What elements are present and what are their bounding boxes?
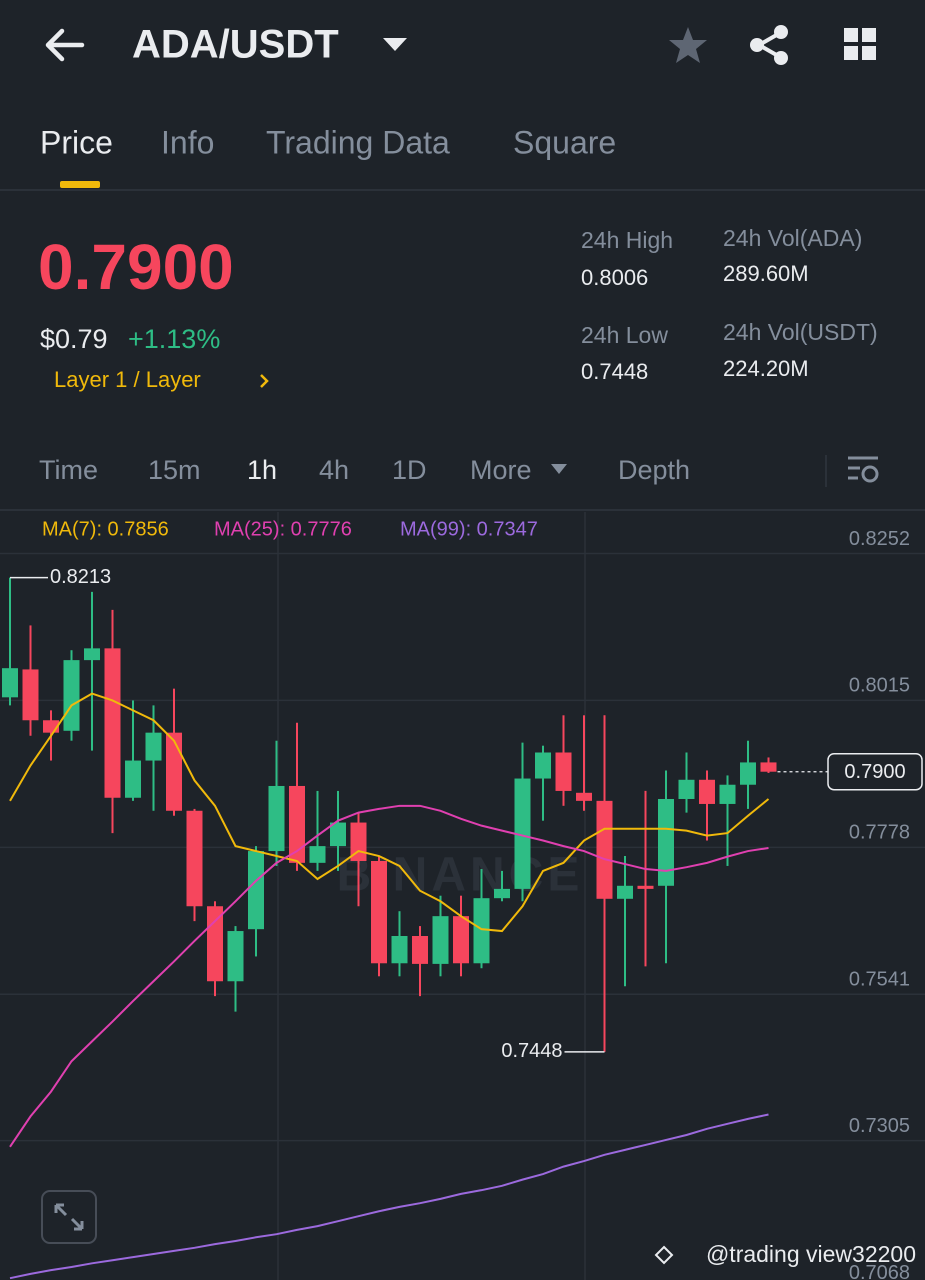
candle-body <box>719 784 736 804</box>
tab[interactable]: Trading Data <box>266 124 450 160</box>
back-button[interactable] <box>45 28 85 62</box>
candle-body <box>125 760 141 798</box>
interval[interactable]: More <box>470 455 532 485</box>
fullscreen-button[interactable] <box>41 1190 97 1244</box>
usd-price: $0.79 <box>40 324 108 354</box>
price-change: +1.13% <box>128 324 220 354</box>
grid-icon[interactable] <box>844 28 876 60</box>
last-price-box <box>827 752 923 791</box>
tab-indicator <box>60 181 100 188</box>
candle-body <box>760 762 777 772</box>
candle-body <box>494 888 510 899</box>
stat-value: 224.20M <box>723 356 809 381</box>
candle-body <box>453 916 469 964</box>
candle-body <box>268 785 285 852</box>
last-price: 0.7900 <box>38 231 234 303</box>
chart: 0.8213 0.7448 <box>0 552 925 1280</box>
candle-body <box>596 800 613 899</box>
pair-dropdown[interactable] <box>383 38 407 51</box>
candle-body <box>473 898 490 964</box>
candle-body <box>658 798 674 886</box>
candle-body <box>555 752 572 791</box>
candle-body <box>22 669 39 721</box>
y-tick-label: 0.7305 <box>849 1115 910 1137</box>
y-tick-label: 0.8252 <box>849 528 910 550</box>
footer-logo <box>654 1245 674 1265</box>
interval[interactable]: Depth <box>618 455 690 485</box>
interval[interactable]: 1h <box>247 455 277 485</box>
fullscreen-icon <box>54 1203 84 1231</box>
ma-line <box>9 692 770 933</box>
candle-body <box>145 732 162 761</box>
candle-body <box>617 885 633 899</box>
share-icon[interactable] <box>750 25 788 65</box>
candle-body <box>371 860 387 964</box>
legend-entry: MA(99): 0.7347 <box>400 518 538 540</box>
y-tick-label: 0.7541 <box>849 969 910 991</box>
candle-body <box>535 752 551 779</box>
candle-body <box>576 792 592 801</box>
stat-label: 24h Vol(USDT) <box>723 319 878 345</box>
stat-label: 24h High <box>581 227 673 253</box>
candle-body <box>227 931 244 982</box>
stat-value: 0.8006 <box>581 265 648 290</box>
candle-body <box>248 851 264 930</box>
candle-body <box>63 660 80 731</box>
favorite-icon[interactable] <box>669 27 707 63</box>
candle-body <box>678 779 695 799</box>
ma-line <box>9 1113 769 1280</box>
candle-body <box>637 885 654 889</box>
interval[interactable]: Time <box>39 455 98 485</box>
interval[interactable]: 1D <box>392 455 427 485</box>
last-price-label: 0.7900 <box>844 761 905 783</box>
ma-line <box>9 804 769 1148</box>
candle-body <box>289 785 305 863</box>
more-dropdown <box>551 464 567 474</box>
candle-body <box>104 648 121 798</box>
candle-body <box>2 668 18 698</box>
candle-body <box>391 935 408 964</box>
candle-body <box>207 906 223 982</box>
candle-body <box>330 822 346 847</box>
candle-body <box>412 935 428 964</box>
legend-entry: MA(7): 0.7856 <box>42 518 169 540</box>
chevron <box>260 374 269 388</box>
y-tick-label: 0.7778 <box>849 822 910 844</box>
category-tag[interactable]: Layer 1 / Layer <box>54 367 201 392</box>
candle-body <box>166 732 182 811</box>
legend-entry: MA(25): 0.7776 <box>214 518 352 540</box>
chart-settings[interactable] <box>848 456 879 483</box>
candle-body <box>514 778 531 889</box>
stat-label: 24h Vol(ADA) <box>723 225 862 251</box>
candle-body <box>309 846 326 863</box>
low-marker-label: 0.7448 <box>501 1040 562 1062</box>
y-tick-label: 0.7068 <box>849 1262 910 1280</box>
interval[interactable]: 4h <box>319 455 349 485</box>
candle-body <box>84 648 100 661</box>
tab[interactable]: Price <box>40 124 113 160</box>
stat-label: 24h Low <box>581 322 668 348</box>
high-marker-label: 0.8213 <box>50 566 111 588</box>
y-tick-label: 0.8015 <box>849 675 910 697</box>
footer-credit: @trading view32200 <box>706 1241 916 1267</box>
candle-body <box>432 916 449 964</box>
candle-body <box>740 762 756 785</box>
pair-title[interactable]: ADA/USDT <box>132 23 339 67</box>
candle-body <box>699 779 715 804</box>
tab[interactable]: Square <box>513 124 616 160</box>
interval[interactable]: 15m <box>148 455 201 485</box>
candle-body <box>186 810 203 907</box>
stat-value: 0.7448 <box>581 359 648 384</box>
tab[interactable]: Info <box>161 124 214 160</box>
stat-value: 289.60M <box>723 261 809 286</box>
